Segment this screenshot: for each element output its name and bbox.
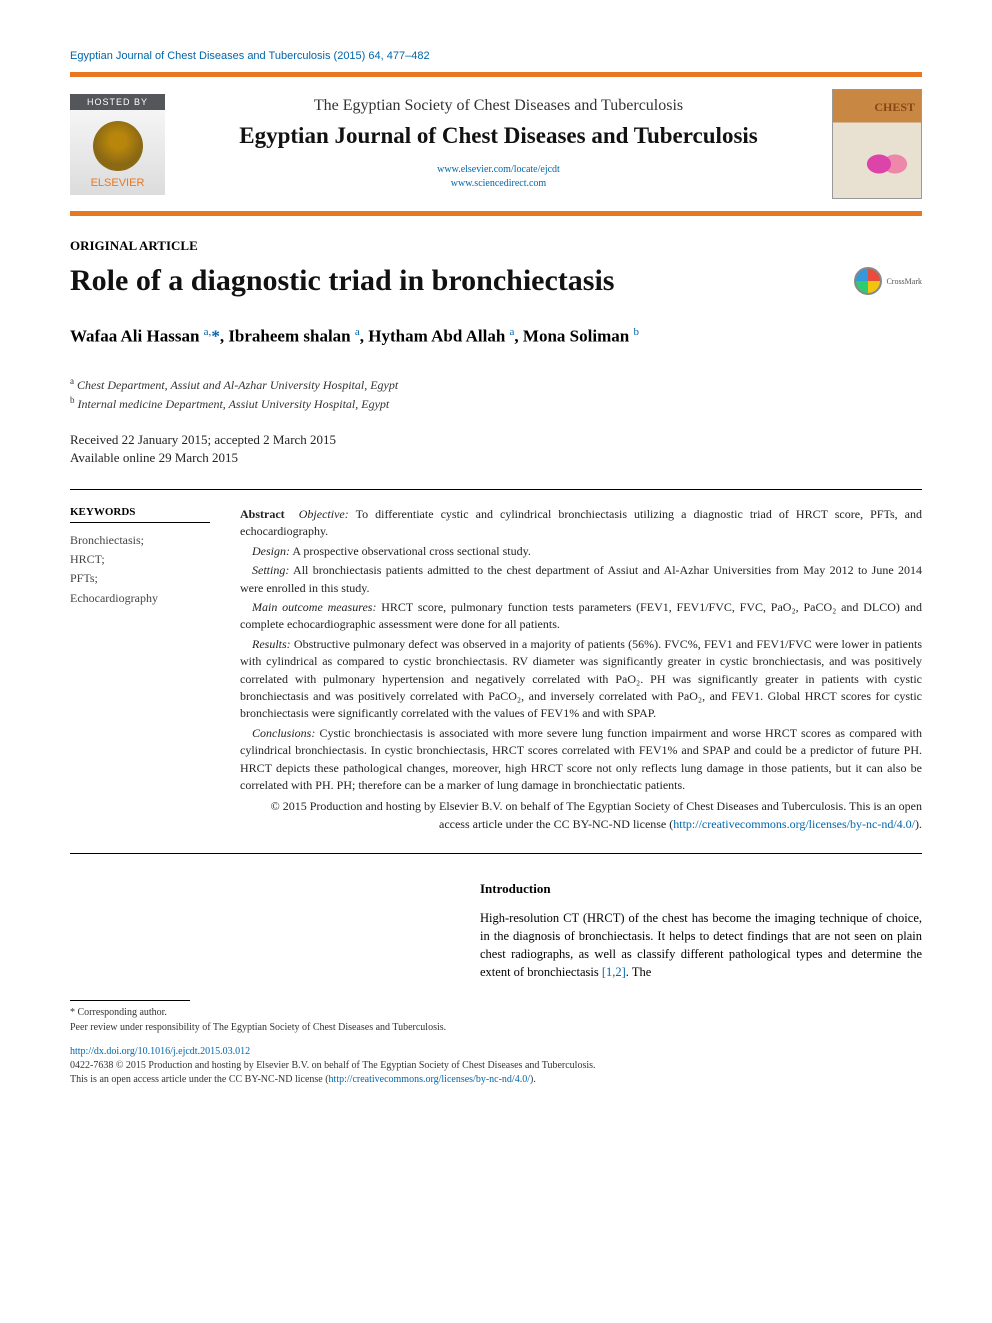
cover-title: CHEST <box>874 100 915 115</box>
received-accepted: Received 22 January 2015; accepted 2 Mar… <box>70 431 922 449</box>
affiliation-b: b Internal medicine Department, Assiut U… <box>70 394 922 413</box>
license-link[interactable]: http://creativecommons.org/licenses/by-n… <box>673 817 915 831</box>
keywords-column: KEYWORDS Bronchiectasis;HRCT;PFTs;Echoca… <box>70 506 210 835</box>
journal-link-1[interactable]: www.elsevier.com/locate/ejcdt <box>185 163 812 177</box>
article-title: Role of a diagnostic triad in bronchiect… <box>70 264 614 298</box>
journal-link-2[interactable]: www.sciencedirect.com <box>185 177 812 191</box>
article-type: ORIGINAL ARTICLE <box>70 238 922 254</box>
footer: http://dx.doi.org/10.1016/j.ejcdt.2015.0… <box>70 1045 922 1087</box>
introduction-body: High-resolution CT (HRCT) of the chest h… <box>480 909 922 982</box>
hosted-by-label: HOSTED BY <box>70 94 165 110</box>
keywords-list: Bronchiectasis;HRCT;PFTs;Echocardiograph… <box>70 531 210 608</box>
abstract-results: Results: Obstructive pulmonary defect wa… <box>240 636 922 723</box>
left-column: * Corresponding author. Peer review unde… <box>70 880 450 1033</box>
issn-line: 0422-7638 © 2015 Production and hosting … <box>70 1059 922 1073</box>
title-row: Role of a diagnostic triad in bronchiect… <box>70 264 922 298</box>
crossmark-badge[interactable]: CrossMark <box>854 267 922 295</box>
doi-link[interactable]: http://dx.doi.org/10.1016/j.ejcdt.2015.0… <box>70 1046 250 1057</box>
journal-header: HOSTED BY ELSEVIER The Egyptian Society … <box>70 72 922 216</box>
society-name: The Egyptian Society of Chest Diseases a… <box>185 97 812 115</box>
keywords-heading: KEYWORDS <box>70 506 210 523</box>
lung-icon <box>867 142 907 186</box>
publisher-name: ELSEVIER <box>91 177 145 189</box>
citation-link[interactable]: [1,2] <box>602 965 626 979</box>
corresponding-author: * Corresponding author. <box>70 1007 450 1018</box>
journal-name: Egyptian Journal of Chest Diseases and T… <box>185 123 812 149</box>
crossmark-icon <box>854 267 882 295</box>
page: Egyptian Journal of Chest Diseases and T… <box>0 0 992 1127</box>
abstract-setting: Setting: All bronchiectasis patients adm… <box>240 562 922 597</box>
elsevier-logo: ELSEVIER <box>70 110 165 195</box>
available-online: Available online 29 March 2015 <box>70 449 922 467</box>
abstract-objective: Abstract Objective: To differentiate cys… <box>240 506 922 541</box>
footer-license-link[interactable]: http://creativecommons.org/licenses/by-n… <box>329 1074 530 1085</box>
authors: Wafaa Ali Hassan a,*, Ibraheem shalan a,… <box>70 326 922 347</box>
journal-cover-thumb: CHEST <box>832 89 922 199</box>
introduction-heading: Introduction <box>480 880 922 899</box>
footnote-rule <box>70 1000 190 1001</box>
publisher-box: HOSTED BY ELSEVIER <box>70 94 165 195</box>
body-columns: * Corresponding author. Peer review unde… <box>70 880 922 1033</box>
affiliations: a Chest Department, Assiut and Al-Azhar … <box>70 375 922 413</box>
crossmark-label: CrossMark <box>886 277 922 286</box>
affiliation-a: a Chest Department, Assiut and Al-Azhar … <box>70 375 922 394</box>
license-line: This is an open access article under the… <box>70 1073 922 1087</box>
article-dates: Received 22 January 2015; accepted 2 Mar… <box>70 431 922 467</box>
header-center: The Egyptian Society of Chest Diseases a… <box>185 97 812 191</box>
journal-links: www.elsevier.com/locate/ejcdt www.scienc… <box>185 163 812 191</box>
abstract-conclusions: Conclusions: Cystic bronchiectasis is as… <box>240 725 922 795</box>
abstract-column: Abstract Objective: To differentiate cys… <box>240 506 922 835</box>
peer-review-note: Peer review under responsibility of The … <box>70 1022 450 1033</box>
abstract-block: KEYWORDS Bronchiectasis;HRCT;PFTs;Echoca… <box>70 489 922 854</box>
abstract-design: Design: A prospective observational cros… <box>240 543 922 560</box>
abstract-copyright: © 2015 Production and hosting by Elsevie… <box>240 798 922 833</box>
right-column: Introduction High-resolution CT (HRCT) o… <box>480 880 922 1033</box>
elsevier-tree-icon <box>93 121 143 171</box>
running-head: Egyptian Journal of Chest Diseases and T… <box>70 50 922 62</box>
abstract-measures: Main outcome measures: HRCT score, pulmo… <box>240 599 922 634</box>
